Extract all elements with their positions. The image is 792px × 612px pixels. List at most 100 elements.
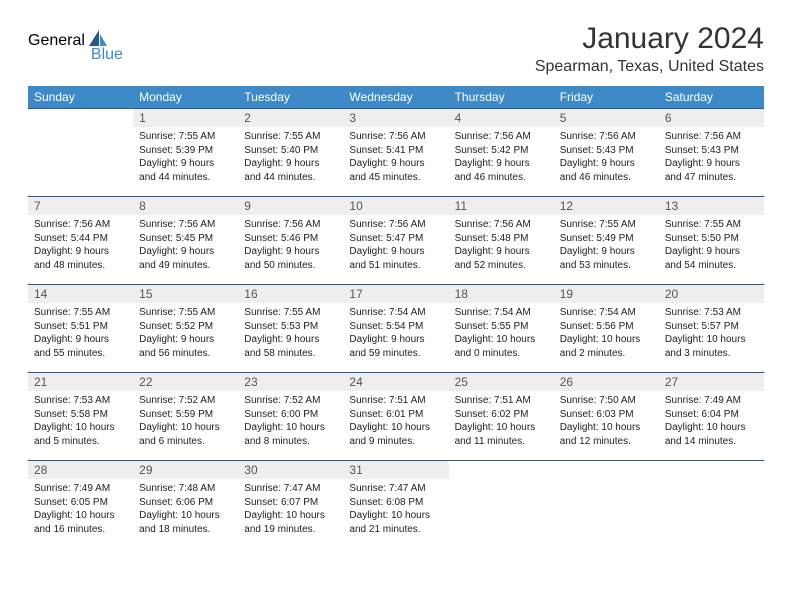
day-number: 5 [554,108,659,127]
calendar-cell: 9Sunrise: 7:56 AMSunset: 5:46 PMDaylight… [238,196,343,284]
day-body: Sunrise: 7:56 AMSunset: 5:48 PMDaylight:… [449,215,554,276]
day-number: 14 [28,284,133,303]
day-body: Sunrise: 7:55 AMSunset: 5:49 PMDaylight:… [554,215,659,276]
day-body: Sunrise: 7:53 AMSunset: 5:58 PMDaylight:… [28,391,133,452]
calendar-cell: 17Sunrise: 7:54 AMSunset: 5:54 PMDayligh… [343,284,448,372]
day-body: Sunrise: 7:51 AMSunset: 6:01 PMDaylight:… [343,391,448,452]
logo: General Blue [28,22,123,53]
day-number: 12 [554,196,659,215]
day-number: 2 [238,108,343,127]
day-number: 13 [659,196,764,215]
logo-text-blue: Blue [91,46,123,64]
weekday-header: Saturday [659,86,764,108]
calendar-cell [28,108,133,196]
day-body: Sunrise: 7:52 AMSunset: 5:59 PMDaylight:… [133,391,238,452]
day-number: 29 [133,460,238,479]
calendar-cell: 14Sunrise: 7:55 AMSunset: 5:51 PMDayligh… [28,284,133,372]
day-number: 28 [28,460,133,479]
day-body: Sunrise: 7:52 AMSunset: 6:00 PMDaylight:… [238,391,343,452]
calendar-cell [659,460,764,548]
day-number [659,460,764,479]
day-body: Sunrise: 7:55 AMSunset: 5:52 PMDaylight:… [133,303,238,364]
day-body: Sunrise: 7:55 AMSunset: 5:51 PMDaylight:… [28,303,133,364]
calendar-cell: 11Sunrise: 7:56 AMSunset: 5:48 PMDayligh… [449,196,554,284]
day-number: 26 [554,372,659,391]
calendar-cell: 29Sunrise: 7:48 AMSunset: 6:06 PMDayligh… [133,460,238,548]
day-number: 10 [343,196,448,215]
day-body: Sunrise: 7:54 AMSunset: 5:56 PMDaylight:… [554,303,659,364]
calendar-cell: 24Sunrise: 7:51 AMSunset: 6:01 PMDayligh… [343,372,448,460]
day-body: Sunrise: 7:54 AMSunset: 5:54 PMDaylight:… [343,303,448,364]
calendar-cell: 30Sunrise: 7:47 AMSunset: 6:07 PMDayligh… [238,460,343,548]
calendar-cell [449,460,554,548]
day-body: Sunrise: 7:56 AMSunset: 5:42 PMDaylight:… [449,127,554,188]
calendar-cell: 21Sunrise: 7:53 AMSunset: 5:58 PMDayligh… [28,372,133,460]
day-body: Sunrise: 7:56 AMSunset: 5:46 PMDaylight:… [238,215,343,276]
day-number: 16 [238,284,343,303]
calendar-cell: 23Sunrise: 7:52 AMSunset: 6:00 PMDayligh… [238,372,343,460]
calendar-cell: 12Sunrise: 7:55 AMSunset: 5:49 PMDayligh… [554,196,659,284]
day-body: Sunrise: 7:49 AMSunset: 6:05 PMDaylight:… [28,479,133,540]
day-number: 31 [343,460,448,479]
day-body: Sunrise: 7:55 AMSunset: 5:39 PMDaylight:… [133,127,238,188]
weekday-header: Wednesday [343,86,448,108]
day-number: 24 [343,372,448,391]
calendar-cell: 4Sunrise: 7:56 AMSunset: 5:42 PMDaylight… [449,108,554,196]
calendar-cell: 2Sunrise: 7:55 AMSunset: 5:40 PMDaylight… [238,108,343,196]
day-body: Sunrise: 7:55 AMSunset: 5:53 PMDaylight:… [238,303,343,364]
calendar-cell: 20Sunrise: 7:53 AMSunset: 5:57 PMDayligh… [659,284,764,372]
day-body: Sunrise: 7:49 AMSunset: 6:04 PMDaylight:… [659,391,764,452]
calendar-cell: 31Sunrise: 7:47 AMSunset: 6:08 PMDayligh… [343,460,448,548]
calendar-cell: 25Sunrise: 7:51 AMSunset: 6:02 PMDayligh… [449,372,554,460]
calendar-cell: 7Sunrise: 7:56 AMSunset: 5:44 PMDaylight… [28,196,133,284]
calendar-table: SundayMondayTuesdayWednesdayThursdayFrid… [28,86,764,548]
day-number: 8 [133,196,238,215]
month-title: January 2024 [535,22,764,56]
day-number: 18 [449,284,554,303]
calendar-cell: 22Sunrise: 7:52 AMSunset: 5:59 PMDayligh… [133,372,238,460]
calendar-cell: 18Sunrise: 7:54 AMSunset: 5:55 PMDayligh… [449,284,554,372]
day-number: 27 [659,372,764,391]
calendar-cell: 16Sunrise: 7:55 AMSunset: 5:53 PMDayligh… [238,284,343,372]
day-number: 30 [238,460,343,479]
day-number: 7 [28,196,133,215]
calendar-cell: 3Sunrise: 7:56 AMSunset: 5:41 PMDaylight… [343,108,448,196]
day-number: 20 [659,284,764,303]
calendar-cell: 8Sunrise: 7:56 AMSunset: 5:45 PMDaylight… [133,196,238,284]
calendar-cell [554,460,659,548]
day-number: 1 [133,108,238,127]
day-number: 22 [133,372,238,391]
day-number [449,460,554,479]
day-body: Sunrise: 7:56 AMSunset: 5:44 PMDaylight:… [28,215,133,276]
calendar-cell: 15Sunrise: 7:55 AMSunset: 5:52 PMDayligh… [133,284,238,372]
day-body: Sunrise: 7:56 AMSunset: 5:45 PMDaylight:… [133,215,238,276]
weekday-header: Monday [133,86,238,108]
day-number: 25 [449,372,554,391]
day-number: 17 [343,284,448,303]
day-body: Sunrise: 7:54 AMSunset: 5:55 PMDaylight:… [449,303,554,364]
day-body: Sunrise: 7:56 AMSunset: 5:43 PMDaylight:… [659,127,764,188]
day-body: Sunrise: 7:47 AMSunset: 6:08 PMDaylight:… [343,479,448,540]
day-number: 9 [238,196,343,215]
location: Spearman, Texas, United States [535,58,764,76]
day-number [554,460,659,479]
title-block: January 2024 Spearman, Texas, United Sta… [535,22,764,76]
logo-text-general: General [28,32,85,50]
day-body: Sunrise: 7:55 AMSunset: 5:40 PMDaylight:… [238,127,343,188]
day-body: Sunrise: 7:56 AMSunset: 5:43 PMDaylight:… [554,127,659,188]
weekday-header: Sunday [28,86,133,108]
day-body: Sunrise: 7:55 AMSunset: 5:50 PMDaylight:… [659,215,764,276]
day-body: Sunrise: 7:50 AMSunset: 6:03 PMDaylight:… [554,391,659,452]
day-number: 21 [28,372,133,391]
weekday-header: Thursday [449,86,554,108]
day-body: Sunrise: 7:48 AMSunset: 6:06 PMDaylight:… [133,479,238,540]
calendar-cell: 27Sunrise: 7:49 AMSunset: 6:04 PMDayligh… [659,372,764,460]
day-number: 6 [659,108,764,127]
calendar-cell: 13Sunrise: 7:55 AMSunset: 5:50 PMDayligh… [659,196,764,284]
calendar-cell: 6Sunrise: 7:56 AMSunset: 5:43 PMDaylight… [659,108,764,196]
calendar-cell: 19Sunrise: 7:54 AMSunset: 5:56 PMDayligh… [554,284,659,372]
calendar-cell: 28Sunrise: 7:49 AMSunset: 6:05 PMDayligh… [28,460,133,548]
day-number [28,108,133,127]
day-body: Sunrise: 7:56 AMSunset: 5:47 PMDaylight:… [343,215,448,276]
day-body: Sunrise: 7:56 AMSunset: 5:41 PMDaylight:… [343,127,448,188]
